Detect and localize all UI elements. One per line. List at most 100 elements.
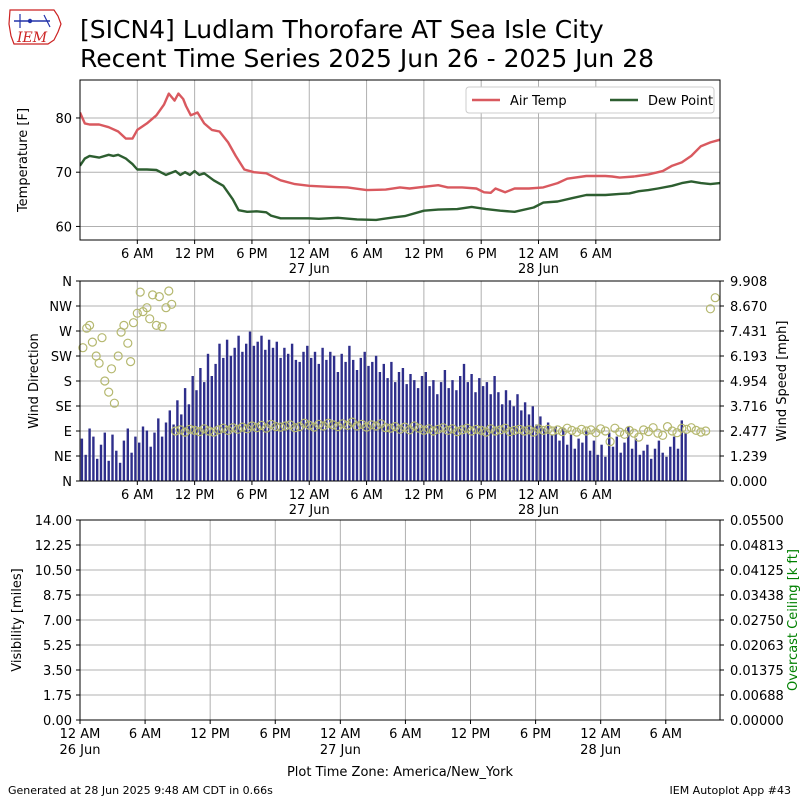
wind-speed-tick-label: 9.908 [730,275,767,290]
wind-speed-bar [653,448,657,481]
logo-text: IEM [16,30,48,46]
wind-speed-bar [310,357,313,481]
wind-speed-bar [164,422,168,481]
wind-speed-bar [501,404,504,481]
wind-speed-bar [332,355,336,481]
wind-x-date-label: 28 Jun [518,503,559,518]
wind-plot-frame [79,280,721,482]
wind-speed-bar [600,444,603,481]
wind-speed-bar [386,378,389,481]
wind-direction-point [552,425,563,435]
wind-speed-bar [359,357,362,481]
wind-speed-bar [462,363,466,481]
vis-x-tick-label: 6 AM [389,727,422,742]
wind-speed-bar [195,390,198,481]
wind-direction-point [390,422,400,432]
vis-plot-frame [79,519,721,721]
wind-direction-point [167,299,177,309]
wind-speed-bar [661,452,664,481]
wind-direction-point [543,424,553,434]
vis-x-tick-label: 6 AM [129,727,162,742]
wind-direction-point [352,421,362,431]
wind-direction-point [314,419,324,429]
wind-direction-point [634,432,644,442]
wind-speed-bar [176,400,179,481]
temp-x-tick-label: 6 PM [465,247,496,262]
temp-y-axis-label: Temperature [F] [16,108,31,213]
temp-x-tick-label: 6 AM [350,247,383,262]
wind-direction-point [476,425,486,435]
wind-speed-bar [627,426,630,481]
wind-x-tick-label: 6 AM [121,488,154,503]
wind-speed-bar [287,353,290,481]
vis-y-tick-label: 14.00 [35,514,72,529]
wind-direction-point [304,420,314,430]
wind-speed-bar [88,428,91,481]
wind-speed-bar [222,357,225,481]
timezone-label: Plot Time Zone: America/New_York [286,765,514,780]
wind-speed-bar [432,380,435,481]
wind-direction-point [395,424,405,434]
wind-speed-bar [214,363,217,481]
wind-direction-point [686,423,696,433]
wind-speed-tick-label: 6.193 [730,350,767,365]
wind-speed-tick-label: 3.716 [730,400,767,415]
wind-speed-bar [92,436,95,481]
wind-direction-point [433,424,443,434]
wind-direction-point [662,422,673,432]
wind-speed-bar [126,428,129,481]
wind-direction-point [701,426,711,436]
vis-y-tick-label: 7.00 [43,614,72,629]
wind-speed-bar [680,420,683,481]
wind-speed-bar [478,378,481,481]
wind-direction-point [691,425,701,435]
wind-speed-tick-label: 2.477 [730,425,767,440]
wind-dir-tick-label: SE [56,400,72,415]
ceiling-y-tick-label: 0.02750 [730,614,784,629]
wind-speed-bar [401,368,405,481]
wind-y-axis-label-right: Wind Speed [mph] [775,321,790,442]
wind-speed-tick-label: 8.670 [730,300,767,315]
wind-speed-bar [489,394,492,481]
wind-direction-point [658,430,668,440]
wind-dir-tick-label: NE [54,450,72,465]
wind-speed-tick-label: 7.431 [730,325,767,340]
wind-speed-bar [340,353,343,481]
wind-direction-point [266,419,276,429]
wind-direction-point [123,338,133,348]
wind-speed-bar [596,454,599,481]
wind-speed-bar [302,351,305,481]
wind-direction-point [109,398,120,408]
ceiling-y-tick-label: 0.02063 [730,639,784,654]
wind-direction-point [128,318,139,328]
wind-speed-bar [199,368,202,481]
wind-speed-bar [535,424,538,481]
wind-direction-point [385,423,395,433]
wind-direction-point [419,425,429,435]
wind-direction-point [357,419,367,429]
vis-x-tick-label: 6 AM [650,727,683,742]
wind-speed-bar [619,452,622,481]
wind-speed-bar [149,446,152,481]
wind-direction-point [271,422,281,432]
wind-direction-point [362,422,372,432]
wind-direction-point [185,424,195,434]
legend-label-air-temp: Air Temp [510,94,567,109]
wind-speed-bar [520,410,523,481]
wind-speed-bar [241,351,244,481]
wind-direction-point [400,422,410,432]
wind-speed-bar [451,380,454,481]
wind-speed-bar [294,359,298,481]
wind-speed-bar [103,432,106,481]
wind-speed-bar [684,432,687,481]
wind-direction-point [667,426,677,436]
wind-speed-bar [508,400,512,481]
wind-speed-bar [160,436,164,481]
vis-y-axis-label: Visibility [miles] [10,568,25,671]
wind-direction-point [170,426,181,436]
wind-speed-bar [115,450,118,481]
wind-direction-point [328,420,338,430]
wind-direction-point [180,427,190,437]
wind-speed-bar [80,438,84,481]
wind-dir-tick-label: N [62,275,72,290]
